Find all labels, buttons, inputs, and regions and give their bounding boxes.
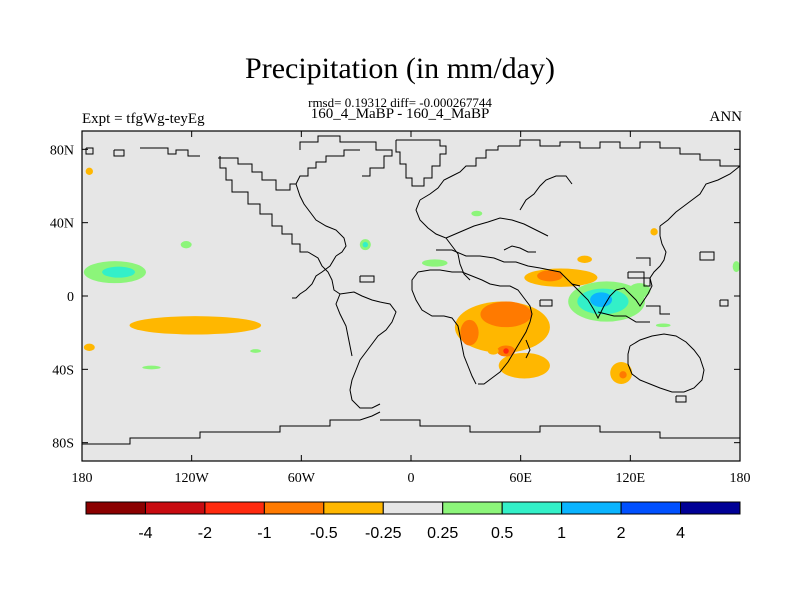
anomaly-positive-mid-1 [102,266,136,278]
colorbar-label: 2 [617,525,626,542]
colorbar-swatch-2 [204,501,265,515]
plot-title: Precipitation (in mm/day) [245,52,555,85]
colorbar-label: 0.25 [427,525,458,542]
anomaly-negative-weak-23 [498,352,550,379]
anomaly-positive-mid-4 [362,241,369,248]
anomaly-negative-weak-28 [577,255,592,263]
axis-ticks: 180 120W 60W 0 60E 120E 180 80N 40N 0 40S 80S [50,131,751,486]
colorbar-label: -4 [138,525,152,542]
colorbar-swatch-10 [680,501,741,515]
anomaly-positive-weak-12 [142,365,161,370]
y-tick-label: 40N [50,217,74,232]
x-tick-label: 180 [730,471,751,486]
y-tick-label: 0 [67,290,74,305]
colorbar-label: 1 [557,525,566,542]
y-tick-label: 80N [50,143,74,158]
experiment-label: Expt = tfgWg-teyEg [82,111,205,127]
y-tick-label: 80S [52,437,74,452]
x-tick-label: 0 [408,471,415,486]
anomaly-positive-weak-10 [628,283,651,298]
anomaly-positive-strong-9 [590,292,613,307]
season-label: ANN [709,109,743,125]
anomaly-negative-weak-15 [129,316,262,335]
anomaly-negative-mid-19 [480,301,532,328]
anomaly-positive-weak-2 [180,241,192,249]
colorbar-label: -0.5 [310,525,338,542]
anomaly-negative-weak-29 [650,228,658,236]
anomaly-positive-weak-6 [471,210,483,217]
anomaly-positive-weak-13 [250,349,262,353]
colorbar-swatch-6 [442,501,503,515]
anomaly-positive-weak-5 [421,259,448,267]
anomaly-negative-mid-20 [460,319,479,346]
x-tick-label: 60E [509,471,532,486]
colorbar-label: -2 [198,525,212,542]
anomaly-negative-mid-22 [537,270,563,282]
colorbar-swatch-8 [561,501,622,515]
colorbar-label: 4 [676,525,685,542]
stats-line: rmsd= 0.19312 diff= -0.000267744 [308,95,492,110]
y-tick-label: 40S [52,363,74,378]
anomaly-positive-weak-14 [732,261,740,273]
colorbar-swatch-3 [263,501,325,515]
anomaly-negative-weak-17 [85,167,93,175]
coastlines [82,135,740,445]
colorbar-label: -1 [257,525,271,542]
colorbar-swatch-9 [620,501,682,515]
anomaly-negative-weak-30 [487,347,499,355]
x-tick-label: 180 [72,471,93,486]
colorbar-label: 0.5 [491,525,513,542]
colorbar-swatch-7 [501,501,563,515]
anomaly-positive-weak-11 [655,323,671,328]
x-tick-label: 120W [175,471,210,486]
case-line: 160_4_MaBP - 160_4_MaBP [310,106,490,122]
colorbar-swatch-5 [382,501,444,515]
colorbar-swatch-4 [323,501,384,515]
x-tick-label: 120E [616,471,646,486]
colorbar-swatch-1 [144,501,206,515]
anomaly-negative-mid-27 [619,371,627,379]
anomaly-negative-strong-25 [503,348,509,354]
colorbar-label: -0.25 [365,525,402,542]
colorbar: -4 -2 -1 -0.5 -0.25 0.25 0.5 1 2 4 [85,501,741,542]
anomaly-negative-weak-16 [83,343,95,352]
colorbar-swatch-0 [85,501,146,515]
x-tick-label: 60W [288,471,316,486]
